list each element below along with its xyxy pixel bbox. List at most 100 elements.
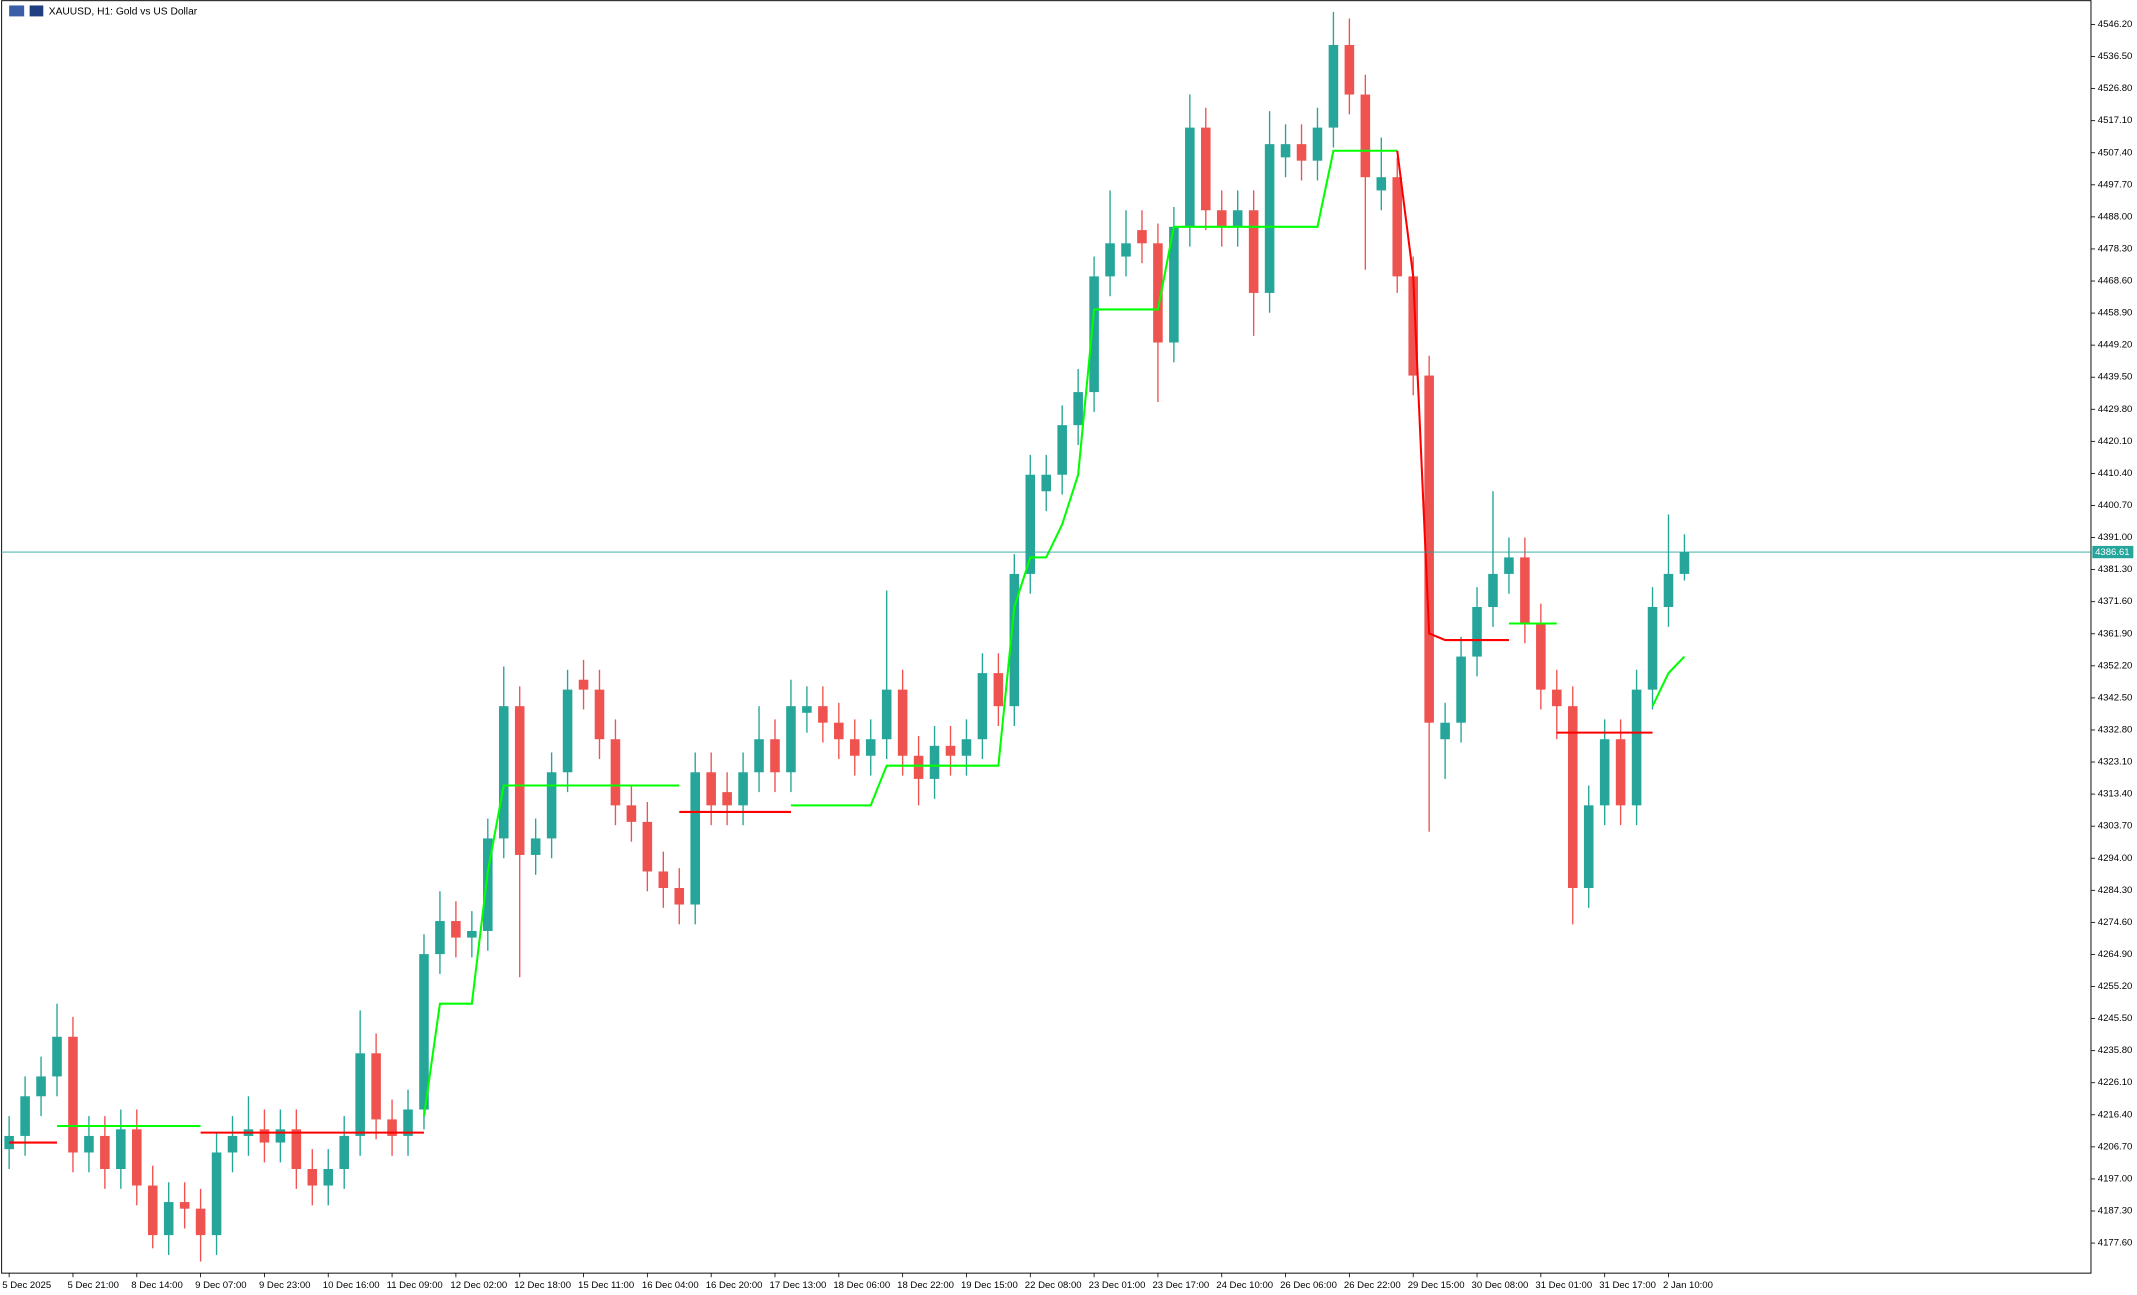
x-tick-label: 31 Dec 01:00 [1535, 1280, 1592, 1291]
candle-body [1440, 722, 1450, 740]
candle-body [578, 679, 589, 690]
candle-body [403, 1109, 413, 1136]
candle-body [1216, 210, 1227, 227]
y-tick-label: 4458.90 [2098, 308, 2133, 319]
y-tick-label: 4235.80 [2098, 1045, 2133, 1056]
candle-body [1280, 144, 1291, 158]
x-tick-label: 16 Dec 04:00 [642, 1280, 699, 1291]
candle-body [1121, 243, 1131, 257]
x-tick-label: 12 Dec 02:00 [450, 1280, 507, 1291]
y-tick-label: 4536.50 [2098, 51, 2133, 62]
y-tick-label: 4342.50 [2098, 692, 2133, 703]
candle-body [20, 1096, 30, 1136]
x-tick-label: 18 Dec 06:00 [833, 1280, 890, 1291]
y-tick-label: 4381.30 [2098, 564, 2133, 575]
x-tick-label: 23 Dec 01:00 [1089, 1280, 1146, 1291]
y-tick-label: 4284.30 [2098, 885, 2133, 896]
candle-body [195, 1208, 206, 1236]
candle-body [291, 1129, 302, 1170]
candle-body [371, 1053, 381, 1120]
x-tick-label: 9 Dec 07:00 [195, 1280, 246, 1291]
y-tick-label: 4517.10 [2098, 115, 2133, 126]
candle-body [1631, 689, 1642, 806]
candle-body [834, 722, 844, 740]
last-price-box [2092, 545, 2134, 559]
candle-body [339, 1135, 349, 1170]
candle-body [179, 1202, 190, 1209]
y-tick-label: 4488.00 [2098, 211, 2133, 222]
x-tick-label: 26 Dec 22:00 [1344, 1280, 1401, 1291]
y-tick-label: 4468.60 [2098, 276, 2133, 287]
candle-body [1663, 573, 1674, 607]
candle-body [562, 689, 573, 773]
y-tick-label: 4371.60 [2098, 596, 2133, 607]
candle-body [658, 871, 669, 888]
x-tick-label: 29 Dec 15:00 [1408, 1280, 1465, 1291]
candle-body [1408, 276, 1418, 376]
y-tick-label: 4255.20 [2098, 981, 2133, 992]
candle-body [1296, 144, 1307, 161]
candle-body [722, 792, 732, 806]
x-tick-label: 31 Dec 17:00 [1599, 1280, 1656, 1291]
y-tick-label: 4313.40 [2098, 789, 2133, 800]
x-tick-label: 15 Dec 11:00 [578, 1280, 634, 1291]
y-tick-label: 4526.80 [2098, 83, 2133, 94]
candle-body [738, 772, 748, 806]
chart-title: XAUUSD, H1: Gold vs US Dollar [49, 6, 198, 17]
candle-body [1360, 94, 1371, 178]
candle-body [913, 755, 924, 779]
candle-body [754, 739, 764, 773]
candle-body [451, 921, 461, 938]
x-tick-label: 26 Dec 06:00 [1280, 1280, 1337, 1291]
candle-body [1599, 739, 1610, 806]
x-tick-label: 12 Dec 18:00 [514, 1280, 571, 1291]
y-tick-label: 4323.10 [2098, 757, 2133, 768]
indicator-line [1651, 655, 1686, 707]
candle-body [993, 673, 1004, 707]
candle-body [1504, 557, 1514, 574]
candle-body [961, 739, 972, 756]
candle-body [259, 1129, 270, 1143]
x-tick-label: 23 Dec 17:00 [1152, 1280, 1209, 1291]
y-tick-label: 4226.10 [2098, 1077, 2133, 1088]
x-tick-label: 18 Dec 22:00 [897, 1280, 954, 1291]
x-tick-label: 19 Dec 15:00 [961, 1280, 1018, 1291]
candle-body [1567, 706, 1578, 888]
candle-body [865, 739, 876, 756]
x-tick-label: 5 Dec 2025 [2, 1280, 51, 1291]
candle-body [163, 1202, 174, 1236]
y-tick-label: 4264.90 [2098, 949, 2133, 960]
candle-body [1536, 623, 1546, 690]
x-tick-label: 9 Dec 23:00 [259, 1280, 310, 1291]
y-tick-label: 4197.00 [2098, 1173, 2133, 1184]
candle-body [1264, 144, 1275, 293]
candle-body [690, 772, 700, 905]
y-tick-label: 4332.80 [2098, 724, 2133, 735]
plot-frame [1, 0, 2092, 1274]
y-tick-label: 4216.40 [2098, 1109, 2133, 1120]
candle-body [1041, 474, 1052, 492]
candle-body [1679, 552, 1690, 574]
candle-body [1025, 474, 1036, 574]
candle-body [802, 706, 812, 713]
y-tick-label: 4410.40 [2098, 468, 2133, 479]
candle-body [419, 954, 429, 1110]
candle-body [100, 1135, 110, 1170]
candle-body [1105, 243, 1115, 277]
x-tick-label: 30 Dec 08:00 [1472, 1280, 1529, 1291]
x-tick-label: 22 Dec 08:00 [1025, 1280, 1082, 1291]
candle-body [1201, 127, 1211, 211]
x-tick-label: 2 Jan 10:00 [1663, 1280, 1713, 1291]
candle-body [1488, 573, 1498, 607]
candle-body [1248, 210, 1259, 293]
candle-body [1185, 127, 1195, 227]
candle-body [275, 1129, 286, 1143]
x-tick-label: 5 Dec 21:00 [67, 1280, 118, 1291]
candle-body [323, 1169, 334, 1186]
x-tick-label: 24 Dec 10:00 [1216, 1280, 1273, 1291]
candle-body [1169, 226, 1179, 343]
candle-body [132, 1129, 142, 1186]
candle-body [1344, 44, 1355, 95]
indicator-line [422, 784, 680, 1117]
y-tick-label: 4177.60 [2098, 1238, 2133, 1249]
